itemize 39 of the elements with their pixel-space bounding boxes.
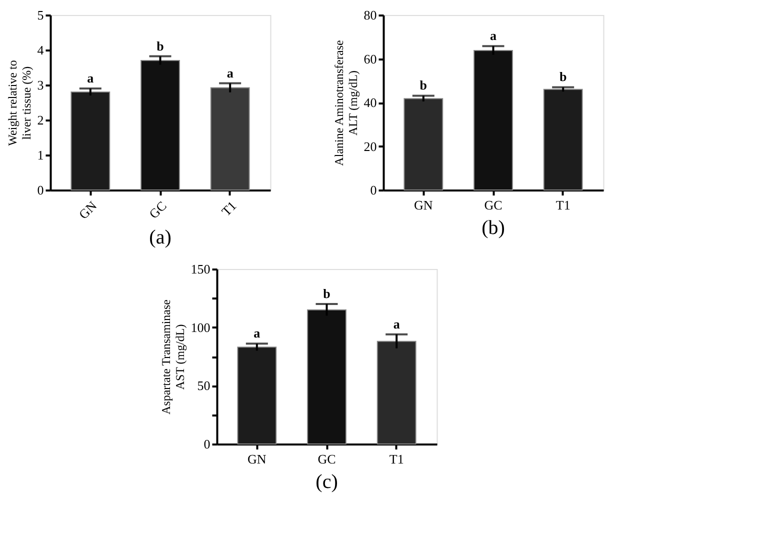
x-tick-label: GC	[318, 452, 336, 466]
y-axis-title: Alanine Aminotransferase ALT (mg/dL)	[332, 40, 360, 166]
annotation: b	[156, 38, 164, 54]
y-tick-label: 100	[190, 320, 210, 335]
y-tick-label: 40	[364, 95, 377, 110]
y-tick-label: 2	[37, 112, 44, 128]
annotation: a	[254, 326, 261, 341]
x-tick-label: GN	[76, 198, 100, 222]
annotation: a	[226, 65, 234, 80]
y-tick-label: 50	[197, 378, 210, 394]
x-tick-label: T1	[389, 452, 404, 466]
y-tick-label: 150	[190, 262, 210, 276]
x-tick-label: T1	[556, 198, 570, 212]
annotation: a	[490, 28, 497, 44]
y-tick-label: 20	[364, 138, 377, 154]
y-tick-label: 0	[37, 182, 44, 198]
y-tick-label: 80	[364, 8, 377, 22]
annotation: b	[559, 69, 567, 84]
text: (b)	[482, 217, 505, 239]
annotation: b	[420, 78, 428, 93]
x-tick-label: T1	[218, 198, 240, 219]
y-tick-label: 4	[37, 42, 44, 58]
annotation: a	[393, 316, 400, 332]
y-tick-label: 1	[37, 148, 44, 162]
x-tick-label: GN	[414, 198, 434, 212]
text: (c)	[316, 471, 338, 493]
y-tick-label: 60	[364, 51, 377, 66]
x-tick-label: GC	[484, 198, 502, 212]
y-axis-title: Aspartate Transaminase AST (mg/dL)	[158, 300, 187, 414]
y-tick-label: 3	[37, 78, 44, 92]
y-tick-label: 0	[204, 436, 210, 452]
y-tick-label: 0	[370, 182, 377, 198]
annotation: a	[87, 70, 94, 86]
x-tick-label: GN	[248, 452, 267, 466]
y-axis-title: Weight relative to liver tissue (%)	[5, 60, 34, 146]
x-tick-label: GC	[146, 198, 170, 222]
annotation: b	[323, 286, 330, 301]
y-tick-label: 5	[37, 8, 44, 22]
text: (a)	[149, 226, 172, 248]
